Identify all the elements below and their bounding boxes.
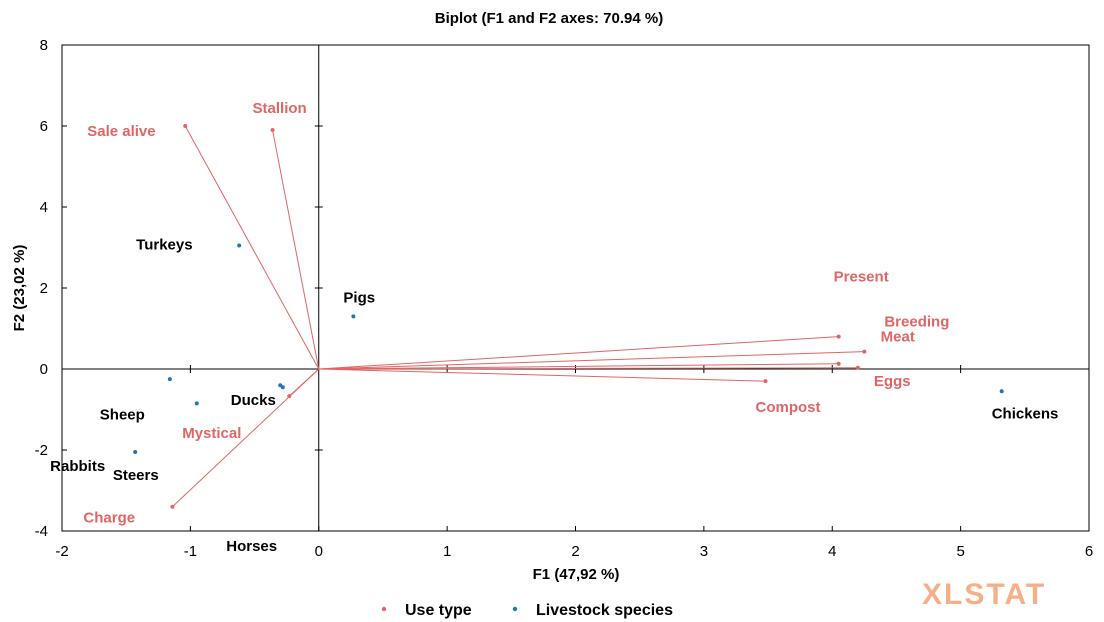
legend: Use type Livestock species — [381, 602, 673, 619]
point-sheep — [194, 401, 199, 406]
vector-stallion — [272, 129, 320, 370]
point-pigs — [351, 314, 356, 319]
label-charge: Charge — [83, 510, 135, 527]
point-chickens — [999, 389, 1004, 394]
point-mystical — [287, 394, 292, 399]
label-compost: Compost — [755, 399, 820, 416]
x-tick-label: 4 — [828, 543, 836, 560]
point-turkeys — [237, 243, 242, 248]
x-tick-label: 1 — [443, 543, 451, 560]
y-tick-label: 0 — [40, 361, 48, 378]
x-axis-title: F1 (47,92 %) — [533, 566, 620, 583]
point-steers — [167, 377, 172, 382]
point-meat — [836, 361, 841, 366]
x-tick-label: -1 — [184, 543, 197, 560]
point-sale-alive — [183, 124, 188, 128]
vector-sale-alive — [184, 125, 320, 370]
legend-marker-livestock-species — [512, 606, 518, 612]
chart-title: Biplot (F1 and F2 axes: 70.94 %) — [435, 10, 663, 27]
label-chickens: Chickens — [992, 405, 1059, 422]
vector-layer — [172, 125, 865, 508]
vector-present — [318, 336, 839, 370]
point-breeding — [862, 349, 867, 354]
point-layer — [133, 124, 1004, 509]
tick-layer: -2 -1 0 1 2 3 4 5 6 -4 -2 0 2 4 6 8 — [35, 37, 1094, 560]
vector-eggs — [318, 367, 858, 370]
label-sheep: Sheep — [100, 406, 145, 423]
legend-label-livestock-species: Livestock species — [536, 602, 673, 619]
label-ducks: Ducks — [231, 392, 276, 409]
label-steers: Steers — [113, 467, 159, 484]
label-sale-alive: Sale alive — [87, 123, 155, 140]
label-meat: Meat — [881, 329, 915, 346]
x-tick-label: 3 — [700, 543, 708, 560]
point-charge — [170, 504, 175, 509]
point-present — [836, 334, 841, 339]
label-pigs: Pigs — [343, 289, 375, 306]
point-ducks — [280, 385, 285, 390]
y-tick-label: 2 — [40, 280, 48, 297]
y-tick-label: -2 — [35, 442, 48, 459]
label-horses: Horses — [226, 538, 277, 555]
y-axis-title: F2 (23,02 %) — [11, 245, 28, 332]
y-tick-label: 4 — [40, 199, 48, 216]
point-eggs — [855, 365, 860, 370]
y-tick-label: 6 — [40, 118, 48, 135]
vector-compost — [318, 368, 766, 382]
point-compost — [763, 379, 768, 384]
x-tick-label: 0 — [315, 543, 323, 560]
label-present: Present — [834, 269, 889, 286]
point-rabbits — [133, 450, 138, 455]
point-stallion — [270, 128, 275, 133]
x-tick-label: 5 — [956, 543, 964, 560]
x-tick-label: 6 — [1085, 543, 1093, 560]
label-stallion: Stallion — [253, 100, 307, 117]
xlstat-logo: XLSTAT — [922, 578, 1046, 611]
label-mystical: Mystical — [182, 425, 241, 442]
label-rabbits: Rabbits — [50, 458, 105, 475]
legend-label-use-type: Use type — [405, 602, 472, 619]
y-tick-label: 8 — [40, 37, 48, 54]
vector-breeding — [318, 351, 865, 370]
x-tick-label: -2 — [55, 543, 68, 560]
label-breeding: Breeding — [884, 314, 949, 331]
x-tick-label: 2 — [571, 543, 579, 560]
legend-marker-use-type — [381, 606, 387, 612]
plot-frame — [61, 44, 1090, 532]
vector-meat — [318, 363, 839, 370]
label-eggs: Eggs — [874, 373, 911, 390]
y-tick-label: -4 — [35, 523, 48, 540]
vector-charge — [172, 368, 320, 508]
label-turkeys: Turkeys — [136, 236, 192, 253]
